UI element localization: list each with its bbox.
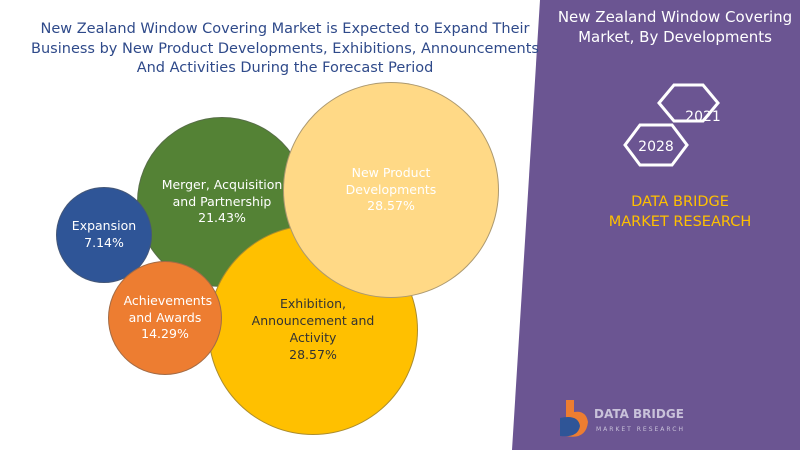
logo-icon	[560, 417, 580, 437]
hexagon	[657, 83, 720, 123]
bubble-label: Exhibition, Announcement and Activity	[251, 296, 375, 345]
brand: DATA BRIDGE MARKET RESEARCH	[608, 194, 752, 231]
value-label: 28.57%	[289, 346, 337, 362]
logo-tagline: MARKET RESEARCH	[596, 426, 685, 433]
bubble: New Product Developments 28.57%	[283, 82, 499, 298]
chart-title: New Zealand Window Covering Market is Ex…	[31, 21, 539, 77]
side-title: New Zealand Window Covering Market, By D…	[557, 8, 793, 46]
side-panel	[512, 0, 800, 450]
value-label: 14.29%	[141, 326, 189, 342]
year: 2028	[638, 139, 674, 155]
bubble: Achievements and Awards 14.29%	[108, 261, 222, 375]
bubble: Expansion 7.14%	[56, 187, 152, 283]
bubble-label: New Product Developments	[345, 164, 437, 197]
value-label: 21.43%	[198, 210, 246, 226]
value-label: 7.14%	[84, 235, 124, 250]
hexagon	[623, 123, 689, 167]
bubble-label: Expansion	[71, 218, 137, 234]
value-label: 28.57%	[367, 198, 415, 214]
bubble-label: Achievements and Awards	[123, 292, 213, 325]
bubble-label: Merger, Acquisition and Partnership	[161, 176, 283, 209]
year: 2021	[685, 109, 721, 125]
logo-name: DATA BRIDGE	[594, 407, 684, 421]
